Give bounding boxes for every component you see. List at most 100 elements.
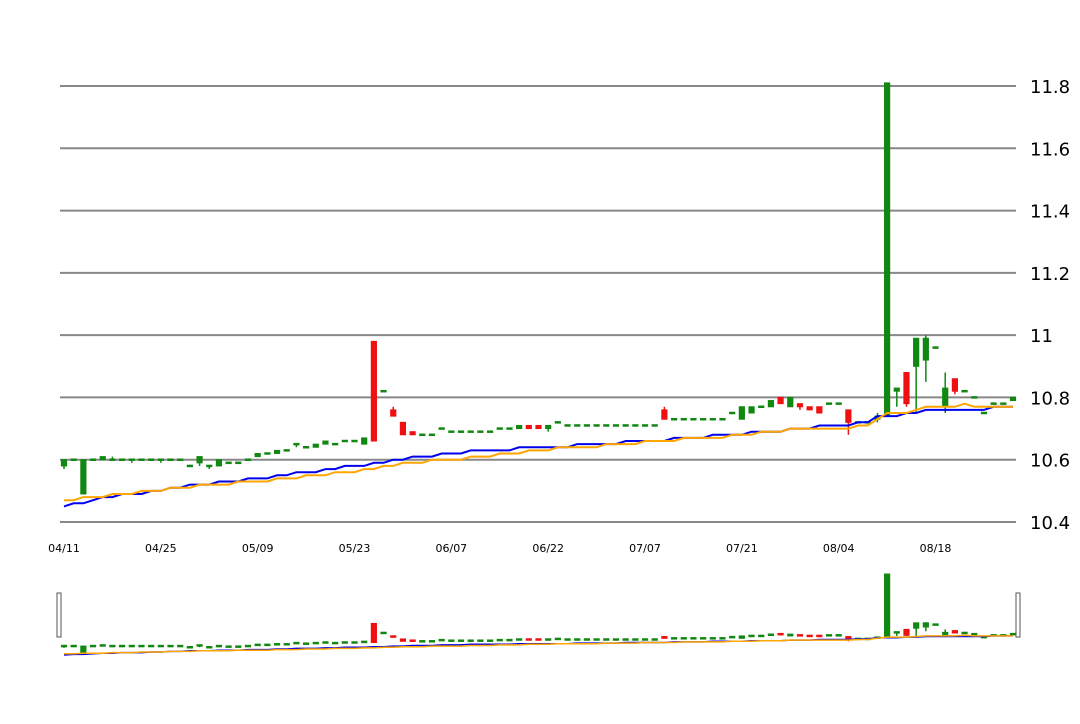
main-candle-body: [670, 417, 678, 421]
main-candle-body: [361, 437, 368, 445]
x-axis-labels: 04/11 04/25 05/09 05/23 06/07 06/22 07/07 07/21…: [48, 542, 951, 555]
y-tick-label: 11.8: [1030, 77, 1070, 98]
navigator-candle: [496, 638, 503, 642]
main-candle-body: [709, 417, 716, 421]
navigator-candle: [670, 637, 678, 640]
main-candle: [428, 433, 436, 437]
navigator-candle: [777, 632, 784, 636]
navigator-candle: [922, 622, 929, 632]
y-tick-label: 10.4: [1030, 513, 1070, 534]
navigator-candle-body: [80, 645, 87, 654]
navigator-candle-body: [361, 640, 368, 644]
main-candle: [177, 458, 184, 461]
navigator-candle-body: [932, 623, 939, 626]
navigator-candle-body: [167, 644, 174, 648]
navigator-candle-body: [758, 634, 765, 638]
main-candle: [273, 449, 281, 454]
main-candle-body: [370, 340, 377, 442]
main-candle: [496, 427, 503, 430]
x-tick-label: 07/21: [726, 542, 758, 555]
main-candle-body: [922, 337, 929, 361]
main-candle: [583, 424, 591, 427]
main-candle: [787, 396, 794, 408]
navigator-candle: [612, 638, 620, 641]
main-candle-body: [545, 424, 552, 430]
main-candle-body: [884, 82, 891, 417]
main-candle-body: [409, 431, 416, 436]
main-candle: [709, 417, 716, 421]
main-candle-body: [990, 402, 997, 405]
main-candle: [109, 456, 116, 461]
x-tick-label: 04/11: [48, 542, 80, 555]
main-candle: [148, 458, 155, 461]
main-candle-body: [700, 417, 707, 421]
main-candle: [399, 421, 407, 436]
main-candle-body: [167, 458, 174, 461]
navigator-candle: [525, 638, 532, 641]
main-candle-body: [971, 396, 978, 399]
navigator-candle: [293, 641, 300, 645]
navigator-candle-body: [148, 644, 155, 648]
navigator-candle-body: [806, 634, 813, 638]
main-candle: [971, 396, 978, 399]
main-candle: [777, 396, 784, 405]
main-candle-body: [690, 417, 697, 421]
navigator-candle-body: [293, 641, 300, 645]
main-candle: [89, 458, 97, 461]
navigator-right-handle[interactable]: [1015, 592, 1021, 638]
navigator-candle: [264, 643, 271, 647]
navigator-candle-body: [60, 644, 68, 648]
main-candle: [554, 421, 561, 424]
navigator-candle: [128, 644, 135, 648]
main-candle-body: [932, 346, 939, 349]
main-candle-body: [273, 449, 281, 454]
main-candle: [1009, 396, 1017, 402]
main-candle: [409, 431, 416, 436]
main-candle-body: [806, 406, 813, 411]
navigator-candle: [1009, 632, 1017, 636]
navigator-candle-body: [913, 622, 920, 629]
navigator-left-handle[interactable]: [56, 592, 62, 638]
main-candle-body: [980, 411, 988, 415]
navigator-candle: [312, 641, 319, 645]
main-candle: [806, 406, 813, 411]
main-candle: [419, 433, 426, 437]
main-candle: [438, 427, 445, 430]
main-candle-body: [729, 411, 736, 415]
main-candle: [293, 442, 300, 448]
main-candle-body: [942, 387, 949, 408]
main-candle: [922, 335, 929, 382]
navigator-candle-body: [835, 634, 842, 637]
main-candle: [564, 424, 571, 427]
main-candle-body: [322, 440, 329, 445]
main-candle: [167, 458, 174, 461]
main-candle: [1000, 402, 1007, 405]
navigator-candle-body: [574, 638, 581, 641]
navigator-candle-body: [419, 640, 426, 643]
navigator-candle: [380, 631, 387, 635]
main-candle-body: [428, 433, 436, 437]
navigator-candle: [370, 622, 377, 643]
navigator-panel[interactable]: [56, 573, 1021, 656]
main-candle: [235, 461, 242, 465]
navigator-candle: [593, 638, 600, 641]
main-candle-body: [845, 409, 852, 423]
navigator-candle-body: [545, 638, 552, 641]
x-tick-label: 06/07: [435, 542, 467, 555]
navigator-candle: [719, 637, 726, 640]
navigator-candle: [564, 638, 571, 641]
main-candle-body: [399, 421, 407, 436]
main-candle-body: [506, 427, 513, 430]
navigator-candle-body: [632, 638, 639, 641]
navigator-candle: [99, 644, 106, 647]
navigator-candle-body: [438, 638, 445, 642]
y-tick-label: 11.6: [1030, 139, 1070, 160]
navigator-candle: [341, 641, 348, 644]
navigator-candle-body: [467, 639, 474, 642]
main-candle: [612, 424, 620, 427]
main-candle-body: [293, 442, 300, 446]
navigator-candle-body: [283, 643, 290, 646]
main-candle: [951, 378, 958, 395]
navigator-candle-body: [312, 641, 319, 645]
main-candle-body: [312, 443, 319, 448]
